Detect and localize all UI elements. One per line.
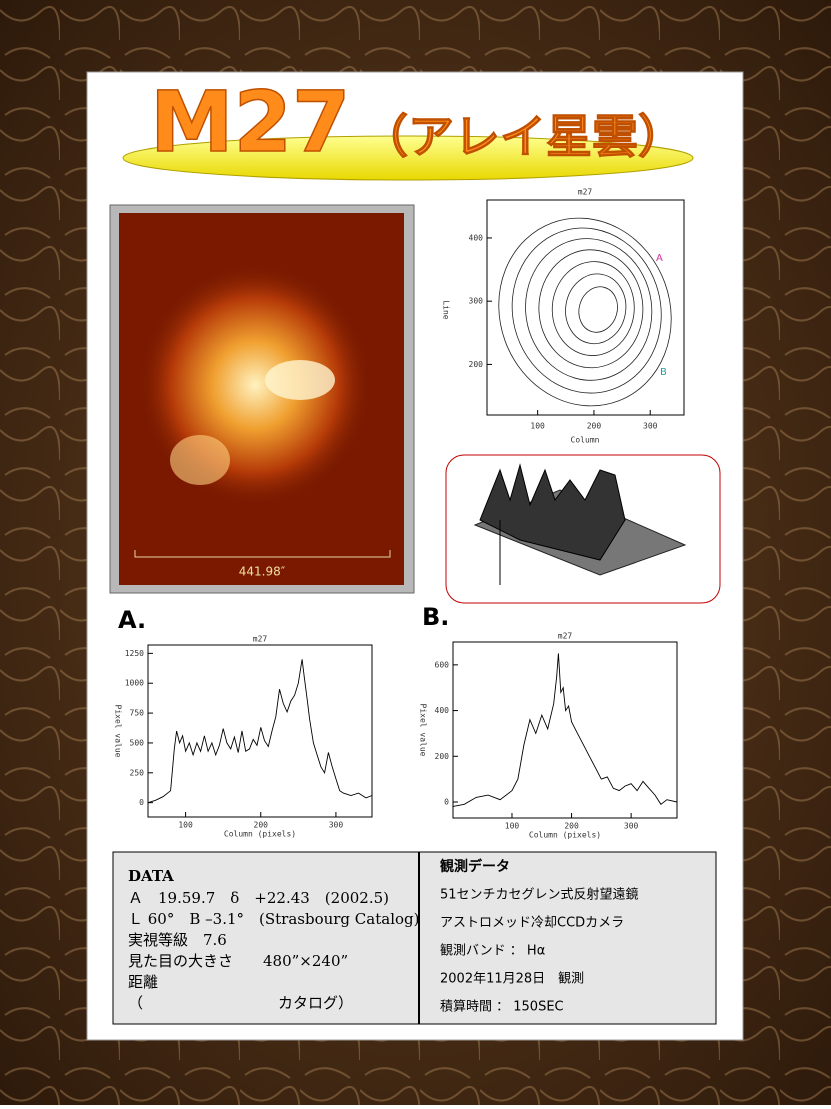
x-axis-label: Column xyxy=(571,436,600,445)
marker-a: A xyxy=(656,253,663,264)
x-tick-label: 300 xyxy=(624,822,639,831)
x-tick-label: 200 xyxy=(254,821,269,830)
info-table xyxy=(112,851,717,1025)
y-tick-label: 200 xyxy=(435,752,450,761)
y-tick-label: 200 xyxy=(469,360,484,369)
contour-line xyxy=(551,261,635,356)
x-tick-label: 200 xyxy=(587,422,602,431)
plot-title: m27 xyxy=(558,632,573,641)
nebula-lobe xyxy=(170,435,230,485)
profile-line xyxy=(452,653,678,808)
y-tick-label: 300 xyxy=(469,297,484,306)
x-tick-label: 100 xyxy=(178,821,193,830)
y-tick-label: 400 xyxy=(469,233,484,242)
nebula-glow xyxy=(135,260,375,510)
contour-line xyxy=(565,273,627,345)
y-tick-label: 1000 xyxy=(125,679,144,688)
contour-line xyxy=(538,249,644,369)
observation-line: アストロメッド冷却CCDカメラ xyxy=(440,916,624,931)
y-tick-label: 500 xyxy=(130,738,145,747)
observation-line: 51センチカセグレン式反射望遠鏡 xyxy=(440,887,639,903)
y-axis-label: Line xyxy=(442,300,451,319)
data-heading: DATA xyxy=(128,867,174,885)
y-tick-label: 400 xyxy=(435,706,450,715)
x-tick-label: 200 xyxy=(564,822,579,831)
table-text: DATA Ａ 19.59.7 δ +22.43 (2002.5) Ｌ 60° B –… xyxy=(128,858,639,1015)
y-tick-label: 0 xyxy=(139,798,144,807)
surface-peaks xyxy=(479,463,626,561)
x-tick-label: 300 xyxy=(329,821,344,830)
data-line: Ａ 19.59.7 δ +22.43 (2002.5) xyxy=(128,889,389,907)
contour-line xyxy=(498,217,672,407)
contour-line xyxy=(578,286,618,333)
marker-b: B xyxy=(660,367,667,378)
x-tick-label: 100 xyxy=(505,822,520,831)
contour-line xyxy=(525,238,653,381)
observation-heading: 観測データ xyxy=(440,858,510,875)
nebula-core xyxy=(265,360,335,400)
x-axis-label: Column (pixels) xyxy=(224,830,296,839)
contour-line xyxy=(511,227,662,394)
data-line: 距離 xyxy=(128,973,158,991)
data-line: 実視等級 7.6 xyxy=(128,931,227,949)
panel-label: A. xyxy=(118,606,146,634)
data-line: （ カタログ） xyxy=(128,994,353,1012)
profile-line xyxy=(147,659,373,804)
title-sub: （アレイ星雲） xyxy=(362,110,684,164)
profiles: A. m27 Column (pixels) Pixel value 100 200 300… xyxy=(114,603,678,840)
title-ellipse xyxy=(122,135,694,181)
contour-plot: m27 Line Column A B 100 200 300 200 300 400 xyxy=(442,188,685,445)
y-tick-label: 750 xyxy=(130,709,145,718)
plot-frame xyxy=(486,199,685,416)
y-axis-label: Pixel value xyxy=(114,705,123,758)
observation-line: 積算時間 ： 150SEC xyxy=(440,1000,564,1015)
observation-line: 観測バンド ： Hα xyxy=(440,944,545,959)
plot-title: m27 xyxy=(578,188,593,197)
data-line: 見た目の大きさ 480”×240” xyxy=(128,952,348,970)
plot-frame xyxy=(147,644,373,818)
plot-frame xyxy=(452,641,678,819)
y-axis-label: Pixel value xyxy=(419,704,428,757)
title-main: M27 xyxy=(150,73,350,171)
scale-label: 441.98″ xyxy=(239,565,286,579)
observation-line: 2002年11月28日 観測 xyxy=(440,972,584,987)
x-axis-label: Column (pixels) xyxy=(529,831,601,840)
x-tick-label: 300 xyxy=(643,422,658,431)
y-tick-label: 1250 xyxy=(125,649,144,658)
y-tick-label: 600 xyxy=(435,660,450,669)
panel-label: B. xyxy=(422,603,449,631)
scale-bar xyxy=(134,550,391,558)
y-tick-label: 0 xyxy=(444,798,449,807)
data-line: Ｌ 60° B –3.1° (Strasbourg Catalog) xyxy=(128,910,419,928)
plot-title: m27 xyxy=(253,635,268,644)
x-tick-label: 100 xyxy=(530,422,545,431)
y-tick-label: 250 xyxy=(130,768,145,777)
